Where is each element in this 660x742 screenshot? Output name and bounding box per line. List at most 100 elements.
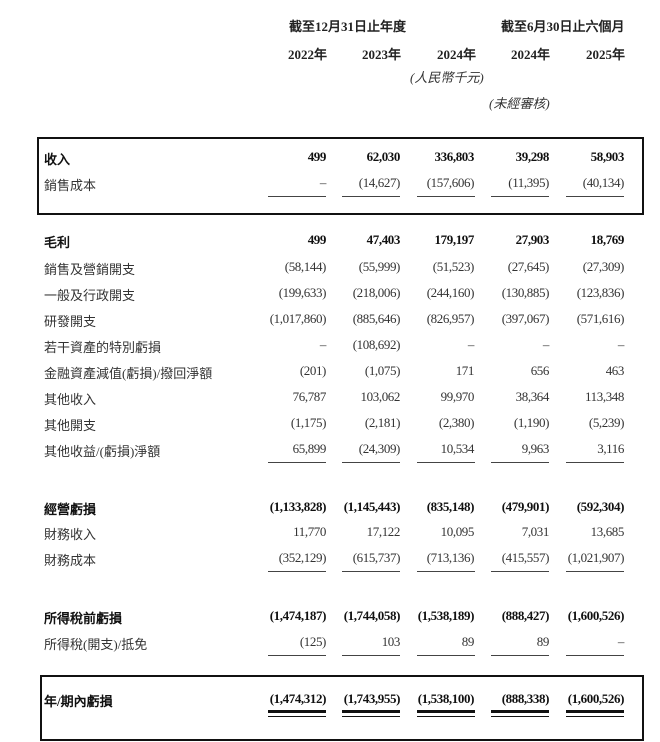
row-value: – [542,337,550,352]
year-header: 2023年 [362,47,402,62]
row-value: 3,116 [597,441,624,456]
row-label: 其他收益/(虧損)淨額 [44,444,161,459]
year-header: 2024年 [437,47,477,62]
double-underline [566,710,624,717]
row-selling-marketing: 銷售及營銷開支 (58,144) (55,999) (51,523) (27,645) (… [0,259,660,279]
row-value: (27,309) [582,259,625,274]
underline [417,462,475,463]
row-value: (1,474,187) [269,608,327,623]
row-value: 76,787 [292,389,327,404]
row-value: (826,957) [426,311,475,326]
row-value: (835,148) [426,499,475,514]
row-value: (40,134) [582,175,625,190]
row-value: (125) [299,634,327,649]
underline [417,655,475,656]
row-value: 99,970 [440,389,475,404]
row-label: 財務收入 [44,527,97,542]
row-value: (415,557) [501,550,550,565]
year-header: 2025年 [586,47,626,62]
row-value: 103 [381,634,401,649]
row-value: (14,627) [358,175,401,190]
underline [491,196,549,197]
row-value: – [319,337,327,352]
row-value: 17,122 [366,524,401,539]
revenue-box [37,137,644,215]
row-value: 171 [455,363,475,378]
double-underline [268,710,326,717]
row-label: 一般及行政開支 [44,288,136,303]
row-other-expenses: 其他開支 (1,175) (2,181) (2,380) (1,190) (5,239) [0,415,660,435]
row-label: 年/期內虧損 [44,694,113,709]
row-value: (2,380) [438,415,475,430]
period-header-full-year: 截至12月31日止年度 [289,19,407,34]
row-value: 39,298 [515,149,550,164]
row-value: (1,600,526) [567,691,625,706]
double-underline [417,710,475,717]
row-value: (571,616) [576,311,625,326]
row-value: (592,304) [576,499,625,514]
row-label: 其他開支 [44,418,97,433]
row-other-gains: 其他收益/(虧損)淨額 65,899 (24,309) 10,534 9,963 3,11… [0,441,660,461]
row-value: 38,364 [515,389,550,404]
row-cost-of-sales: 銷售成本 – (14,627) (157,606) (11,395) (40,134) [0,175,660,195]
row-r-and-d: 研發開支 (1,017,860) (885,646) (826,957) (397,06… [0,311,660,331]
row-label: 銷售成本 [44,178,97,193]
row-label: 若干資產的特別虧損 [44,340,162,355]
row-label: 所得稅(開支)/抵免 [44,637,148,652]
underline [342,655,400,656]
underline [268,462,326,463]
row-value: 336,803 [434,149,475,164]
row-revenue: 收入 499 62,030 336,803 39,298 58,903 [0,149,660,169]
row-gross-profit: 毛利 499 47,403 179,197 27,903 18,769 [0,232,660,252]
double-underline [342,710,400,717]
row-value: (1,133,828) [269,499,327,514]
row-value: 10,534 [440,441,475,456]
row-value: (1,538,100) [417,691,475,706]
row-value: (24,309) [358,441,401,456]
underline [268,655,326,656]
row-value: (244,160) [426,285,475,300]
row-loss-before-tax: 所得稅前虧損 (1,474,187) (1,744,058) (1,538,189) (… [0,608,660,628]
row-value: (5,239) [588,415,625,430]
row-label: 銷售及營銷開支 [44,262,136,277]
row-value: (713,136) [426,550,475,565]
underline [566,196,624,197]
row-value: (615,737) [352,550,401,565]
underline [566,462,624,463]
year-header: 2024年 [511,47,551,62]
row-value: (1,190) [513,415,550,430]
row-value: (1,175) [290,415,327,430]
row-value: (1,538,189) [417,608,475,623]
row-value: 10,095 [440,524,475,539]
row-value: (130,885) [501,285,550,300]
row-value: 103,062 [360,389,401,404]
row-value: (157,606) [426,175,475,190]
row-value: 62,030 [366,149,401,164]
underline [417,571,475,572]
row-value: 463 [605,363,625,378]
unaudited-note: (未經審核) [489,96,550,111]
underline [342,462,400,463]
row-value: (27,645) [507,259,550,274]
row-general-admin: 一般及行政開支 (199,633) (218,006) (244,160) (130,8… [0,285,660,305]
row-label: 金融資產減值(虧損)/撥回淨額 [44,366,213,381]
row-value: 113,348 [585,389,624,404]
row-label: 毛利 [44,235,71,250]
row-value: (1,744,058) [343,608,401,623]
row-value: 656 [530,363,550,378]
row-value: (218,006) [352,285,401,300]
double-underline [491,710,549,717]
row-value: 89 [461,634,475,649]
row-value: – [617,634,625,649]
row-label: 研發開支 [44,314,97,329]
row-value: 13,685 [590,524,625,539]
underline [342,571,400,572]
row-value: (1,600,526) [567,608,625,623]
underline [268,196,326,197]
row-value: (199,633) [278,285,327,300]
row-label: 財務成本 [44,553,97,568]
row-value: 9,963 [521,441,550,456]
row-net-loss: 年/期內虧損 (1,474,312) (1,743,955) (1,538,100) (… [0,691,660,711]
row-value: (1,145,443) [343,499,401,514]
